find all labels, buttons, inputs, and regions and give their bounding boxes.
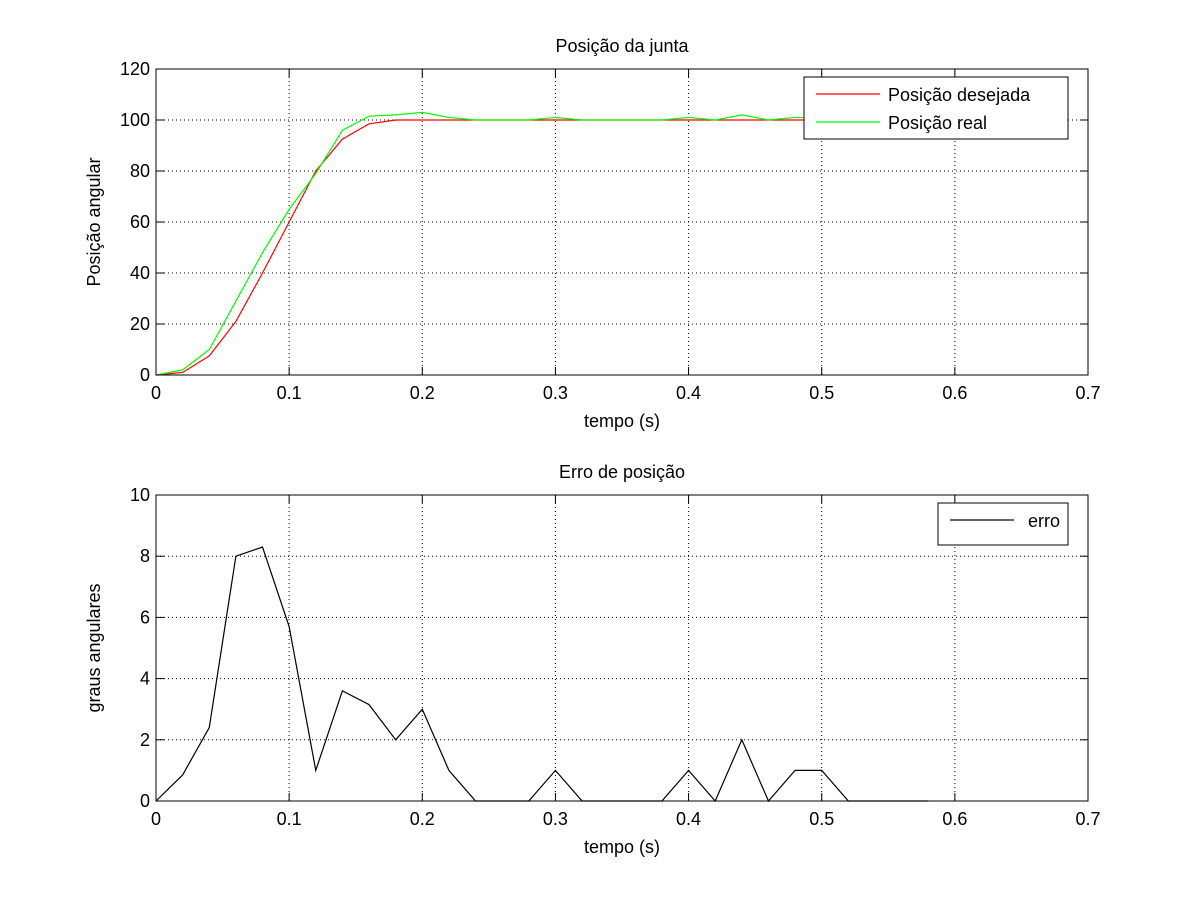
chart-title: Posição da junta <box>555 36 689 56</box>
y-tick-label: 0 <box>140 791 150 811</box>
x-axis-label: tempo (s) <box>584 411 660 431</box>
legend-label-1: erro <box>1028 511 1060 531</box>
legend-label-2: Posição real <box>888 113 987 133</box>
y-tick-label: 10 <box>130 485 150 505</box>
error-plot: 0 0.1 0.2 0.3 0.4 0.5 0.6 0.7 0 2 4 6 8 10 Erro de pos… <box>84 462 1101 857</box>
x-tick-label: 0 <box>151 383 161 403</box>
y-axis-label: graus angulares <box>84 583 104 712</box>
x-tick-label: 0.4 <box>676 809 701 829</box>
x-tick-label: 0.1 <box>277 383 302 403</box>
x-tick-label: 0.7 <box>1075 809 1100 829</box>
x-tick-label: 0.2 <box>410 383 435 403</box>
plot-area <box>156 495 1088 801</box>
y-tick-label: 20 <box>130 314 150 334</box>
position-plot: 0 0.1 0.2 0.3 0.4 0.5 0.6 0.7 0 20 40 60 80 100 120 Pos… <box>84 36 1101 431</box>
legend-box <box>937 502 1069 546</box>
x-tick-label: 0.6 <box>942 809 967 829</box>
axes-box <box>155 68 1089 376</box>
x-tick-label: 0.6 <box>942 383 967 403</box>
y-tick-label: 8 <box>140 546 150 566</box>
y-tick-label: 60 <box>130 212 150 232</box>
series-line-2 <box>155 111 822 376</box>
x-tick-label: 0.1 <box>277 809 302 829</box>
x-axis-label: tempo (s) <box>584 837 660 857</box>
y-tick-label: 120 <box>120 59 150 79</box>
y-tick-label: 0 <box>140 365 150 385</box>
series-line-1 <box>155 546 929 803</box>
x-tick-label: 0.3 <box>543 809 568 829</box>
y-tick-label: 4 <box>140 669 150 689</box>
x-tick-label: 0.3 <box>543 383 568 403</box>
y-tick-label: 6 <box>140 607 150 627</box>
y-tick-label: 40 <box>130 263 150 283</box>
y-tick-label: 100 <box>120 110 150 130</box>
x-tick-label: 0.5 <box>809 809 834 829</box>
axes-box <box>155 494 1089 802</box>
legend-box <box>803 76 1069 140</box>
x-tick-label: 0.4 <box>676 383 701 403</box>
y-tick-label: 2 <box>140 730 150 750</box>
x-tick-label: 0.7 <box>1075 383 1100 403</box>
x-tick-label: 0.5 <box>809 383 834 403</box>
y-axis-label: Posição angular <box>84 157 104 286</box>
y-tick-label: 80 <box>130 161 150 181</box>
chart-title: Erro de posição <box>559 462 685 482</box>
x-tick-label: 0 <box>151 809 161 829</box>
legend-label-1: Posição desejada <box>888 85 1031 105</box>
x-tick-label: 0.2 <box>410 809 435 829</box>
